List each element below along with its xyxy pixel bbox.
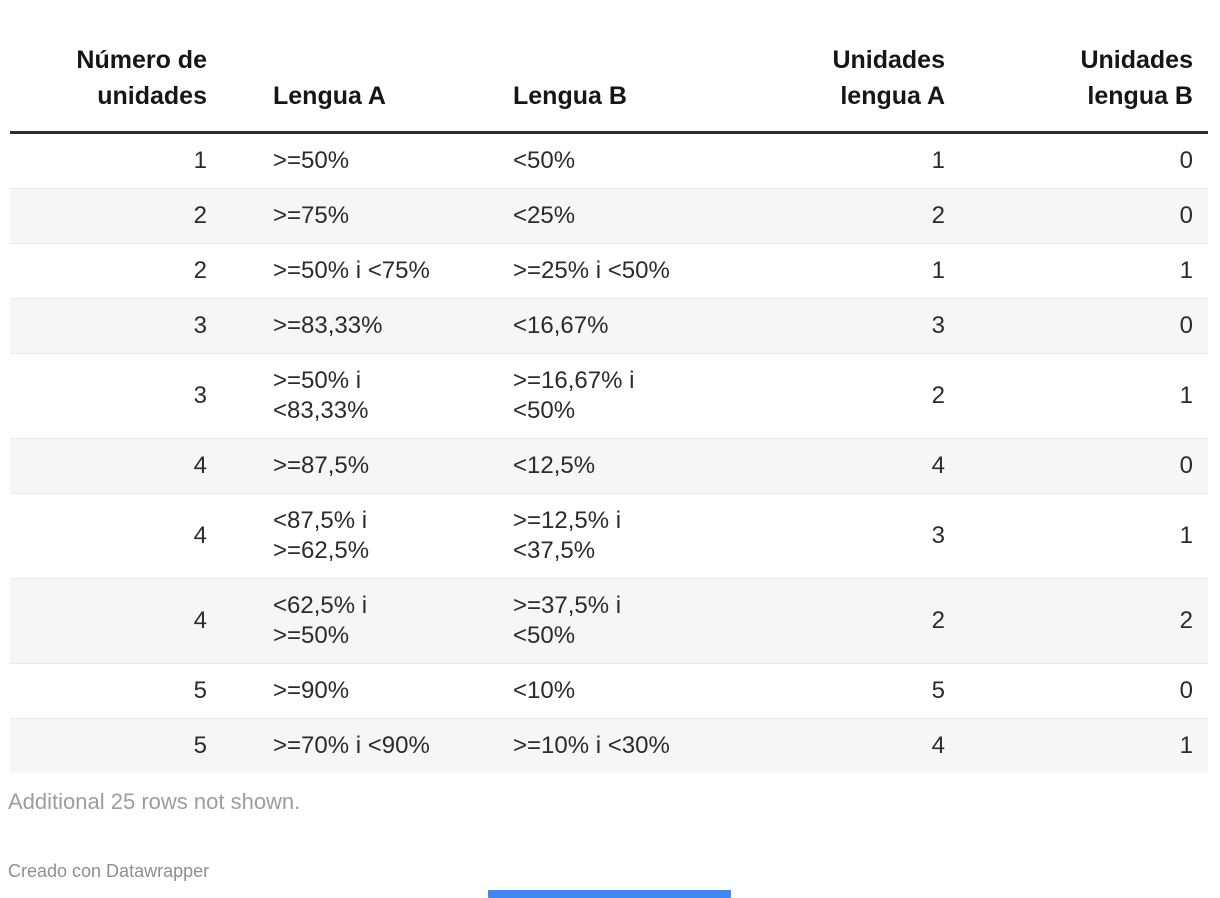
rows-not-shown-note: Additional 25 rows not shown. [8,789,301,814]
cell-unidades-lengua-b: 1 [1179,382,1193,409]
cell-unidades-lengua-b: 1 [1179,257,1193,284]
cell-numero-unidades: 2 [193,202,207,229]
cell-lengua-b: <50% [513,147,576,174]
cell-unidades-lengua-a: 4 [931,452,945,479]
bottom-indicator-bar [488,890,731,898]
cell-lengua-b: >=10% i <30% [513,732,670,759]
cell-lengua-b: >=16,67% i <50% [513,367,635,424]
table-body: 1 >=50% <50% 1 0 2 >=75% <25% 2 0 2 >=50… [10,133,1208,773]
table-row: 1 >=50% <50% 1 0 [10,133,1208,189]
cell-unidades-lengua-a: 2 [931,607,945,634]
cell-unidades-lengua-a: 1 [931,147,945,174]
cell-lengua-a: >=75% [273,202,350,229]
table-row: 3 >=50% i <83,33% >=16,67% i <50% 2 1 [10,353,1208,439]
cell-unidades-lengua-b: 1 [1179,522,1193,549]
cell-unidades-lengua-a: 3 [931,522,945,549]
cell-numero-unidades: 4 [193,607,207,634]
cell-lengua-b: <25% [513,202,576,229]
cell-lengua-a: >=70% i <90% [273,732,430,759]
cell-lengua-a: >=50% i <75% [273,257,430,284]
cell-lengua-a: >=50% i <83,33% [273,367,369,424]
data-table: Número de unidades Lengua A Lengua B Uni… [10,0,1208,773]
cell-unidades-lengua-a: 2 [931,202,945,229]
table-row: 5 >=90% <10% 5 0 [10,663,1208,719]
cell-lengua-a: <87,5% i >=62,5% [273,507,370,564]
cell-unidades-lengua-a: 2 [931,382,945,409]
cell-lengua-b: >=12,5% i <37,5% [513,507,622,564]
cell-numero-unidades: 4 [193,522,207,549]
cell-numero-unidades: 4 [193,452,207,479]
datawrapper-table-container: Número de unidades Lengua A Lengua B Uni… [8,0,1208,882]
column-header-lengua-b: Lengua B [513,82,627,110]
cell-unidades-lengua-b: 0 [1179,312,1193,339]
cell-lengua-a: <62,5% i >=50% [273,592,368,649]
table-row: 2 >=50% i <75% >=25% i <50% 1 1 [10,243,1208,299]
table-row: 2 >=75% <25% 2 0 [10,188,1208,244]
cell-unidades-lengua-a: 3 [931,312,945,339]
cell-lengua-b: <10% [513,677,576,704]
cell-numero-unidades: 1 [193,147,207,174]
datawrapper-attribution-link[interactable]: Creado con Datawrapper [8,861,210,881]
table-row: 5 >=70% i <90% >=10% i <30% 4 1 [10,718,1208,773]
table-row: 4 <62,5% i >=50% >=37,5% i <50% 2 2 [10,578,1208,664]
cell-lengua-b: >=37,5% i <50% [513,592,622,649]
cell-lengua-b: >=25% i <50% [513,257,670,284]
table-header: Número de unidades Lengua A Lengua B Uni… [10,0,1208,133]
cell-lengua-a: >=87,5% [273,452,370,479]
cell-unidades-lengua-a: 4 [931,732,945,759]
cell-numero-unidades: 2 [193,257,207,284]
cell-unidades-lengua-a: 5 [931,677,945,704]
table-row: 3 >=83,33% <16,67% 3 0 [10,298,1208,354]
cell-lengua-b: <12,5% [513,452,596,479]
cell-lengua-a: >=83,33% [273,312,383,339]
cell-unidades-lengua-b: 0 [1179,452,1193,479]
cell-unidades-lengua-b: 0 [1179,202,1193,229]
cell-unidades-lengua-b: 0 [1179,677,1193,704]
column-header-unidades-lengua-b: Unidades lengua B [1080,46,1193,110]
cell-unidades-lengua-b: 0 [1179,147,1193,174]
cell-lengua-a: >=90% [273,677,350,704]
cell-unidades-lengua-b: 2 [1179,607,1193,634]
cell-numero-unidades: 3 [193,382,207,409]
header-row: Número de unidades Lengua A Lengua B Uni… [10,0,1208,133]
cell-lengua-a: >=50% [273,147,350,174]
cell-unidades-lengua-a: 1 [931,257,945,284]
column-header-unidades-lengua-a: Unidades lengua A [832,46,945,110]
column-header-lengua-a: Lengua A [273,82,386,110]
cell-unidades-lengua-b: 1 [1179,732,1193,759]
cell-numero-unidades: 5 [193,677,207,704]
cell-numero-unidades: 3 [193,312,207,339]
table-row: 4 >=87,5% <12,5% 4 0 [10,438,1208,494]
table-row: 4 <87,5% i >=62,5% >=12,5% i <37,5% 3 1 [10,493,1208,579]
cell-lengua-b: <16,67% [513,312,609,339]
cell-numero-unidades: 5 [193,732,207,759]
column-header-numero-de-unidades: Número de unidades [76,46,207,110]
